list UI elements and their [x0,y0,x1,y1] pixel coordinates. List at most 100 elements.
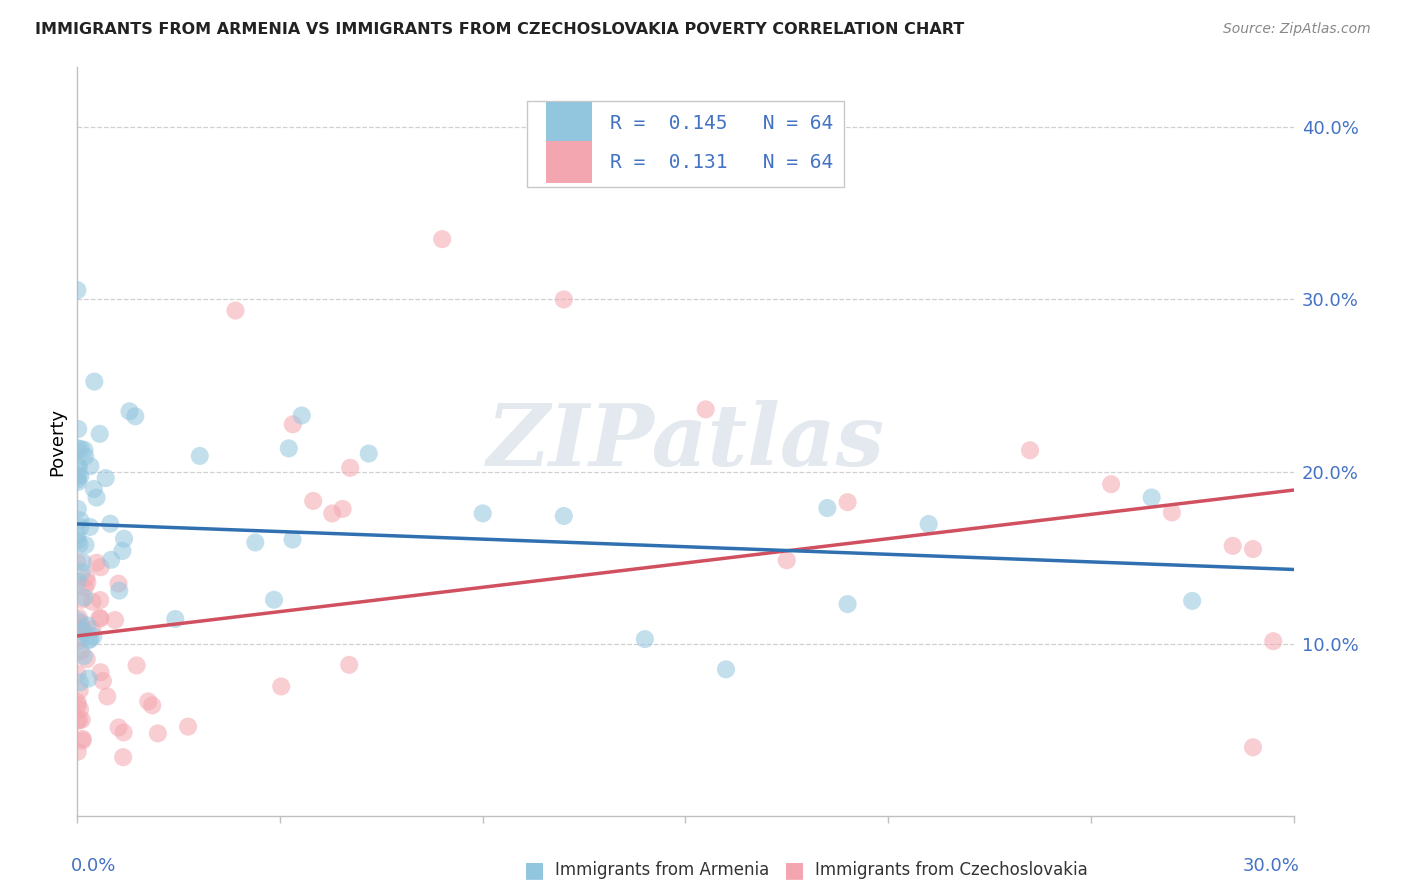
Text: 30.0%: 30.0% [1243,857,1299,875]
Point [112,750,135,764]
Point [112,725,135,739]
Point [79,459,101,474]
Point [66,620,89,634]
Point [76,575,98,590]
Point [714,662,737,676]
Point [70,592,93,607]
Point [1263,634,1285,648]
Point [66,473,89,487]
Point [98,516,121,531]
Point [72,624,94,639]
Point [337,657,360,672]
Point [82,629,104,643]
Point [69,442,91,456]
Point [66,695,89,709]
Point [66,574,89,589]
Point [1222,539,1244,553]
Point [104,613,127,627]
Text: R =  0.131   N = 64: R = 0.131 N = 64 [610,153,834,171]
Point [1161,506,1184,520]
Point [1181,594,1204,608]
Point [69,683,91,698]
Point [188,449,211,463]
Point [76,652,98,666]
Text: R =  0.145   N = 64: R = 0.145 N = 64 [610,113,834,133]
Point [118,404,141,418]
Point [83,375,105,389]
Point [177,720,200,734]
Point [86,556,108,570]
Point [125,658,148,673]
Point [357,446,380,460]
FancyBboxPatch shape [546,142,592,183]
Point [1019,443,1042,458]
Point [69,537,91,551]
Point [67,632,90,646]
Point [263,592,285,607]
Point [430,232,453,246]
Text: Immigrants from Armenia: Immigrants from Armenia [555,861,769,879]
Point [73,648,96,663]
Point [1140,491,1163,505]
Point [471,507,494,521]
Text: 0.0%: 0.0% [72,857,117,875]
Point [332,502,354,516]
Point [72,622,94,636]
Point [66,502,89,516]
Point [837,495,859,509]
Point [302,494,325,508]
Point [695,402,717,417]
Point [1241,740,1264,755]
Point [146,726,169,740]
Point [1241,542,1264,557]
Point [86,491,108,505]
Point [94,471,117,485]
Point [70,565,93,579]
Point [82,623,104,637]
Point [66,528,89,542]
Point [73,591,96,605]
Point [76,618,98,632]
Point [66,745,89,759]
Point [776,553,799,567]
Point [67,422,90,436]
Point [815,501,838,516]
Point [67,611,90,625]
Point [67,713,90,727]
Point [67,475,90,489]
Point [111,544,134,558]
Point [245,535,267,549]
Point [281,533,304,547]
Point [553,293,575,307]
Point [89,611,111,625]
Point [281,417,304,432]
Point [83,482,105,496]
Point [66,666,89,681]
Point [89,593,111,607]
Point [141,698,163,713]
Point [66,458,89,473]
Point [90,665,112,680]
Point [66,613,89,627]
Point [82,595,104,609]
Point [75,450,97,464]
Text: IMMIGRANTS FROM ARMENIA VS IMMIGRANTS FROM CZECHOSLOVAKIA POVERTY CORRELATION CH: IMMIGRANTS FROM ARMENIA VS IMMIGRANTS FR… [35,22,965,37]
Point [70,713,93,727]
Point [69,632,91,647]
Point [69,644,91,658]
Point [72,555,94,569]
Point [634,632,657,646]
Point [107,721,129,735]
Point [918,516,941,531]
Point [108,583,131,598]
Point [66,283,89,297]
Point [89,426,111,441]
Point [165,612,187,626]
Text: ZIPatlas: ZIPatlas [486,400,884,483]
Point [69,513,91,527]
Point [75,571,97,585]
Point [553,508,575,523]
Point [77,633,100,648]
Point [69,469,91,483]
Point [270,680,292,694]
